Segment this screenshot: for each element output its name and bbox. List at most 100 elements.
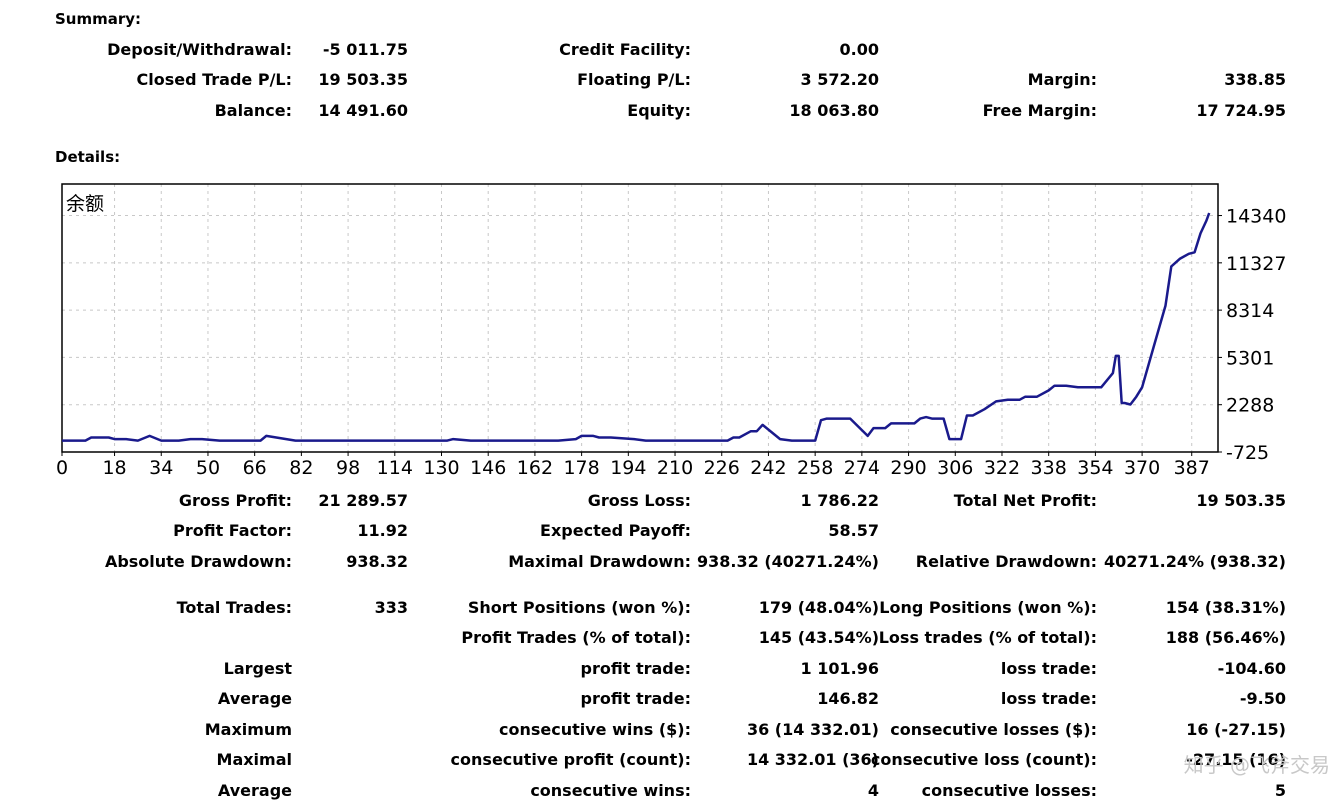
total-trades-value: 333: [374, 598, 408, 617]
deposit-label: Deposit/Withdrawal:: [107, 40, 292, 59]
credit-label: Credit Facility:: [559, 40, 691, 59]
average-profit-label: profit trade:: [580, 689, 691, 708]
average-loss-value: -9.50: [1239, 689, 1286, 708]
x-tick-label-24: 387: [1174, 457, 1210, 479]
y-tick-label-5: 14340: [1226, 206, 1286, 228]
profit-factor-value: 11.92: [357, 521, 408, 540]
closed-pl-value: 19 503.35: [318, 70, 408, 89]
x-tick-label-8: 130: [423, 457, 459, 479]
average-profit-value: 146.82: [817, 689, 879, 708]
summary-title: Summary:: [55, 10, 142, 28]
maximal-label: Maximal: [216, 750, 292, 769]
closed-pl-label: Closed Trade P/L:: [136, 70, 293, 89]
x-tick-label-18: 290: [890, 457, 926, 479]
profit-trades-label: Profit Trades (% of total):: [461, 628, 691, 647]
consecutive-profit-count-label: consecutive profit (count):: [450, 750, 691, 769]
average-consecutive-losses-label: consecutive losses:: [921, 781, 1097, 800]
x-tick-label-17: 274: [844, 457, 880, 479]
average-loss-label: loss trade:: [1000, 689, 1097, 708]
x-tick-label-5: 82: [289, 457, 313, 479]
balance-chart-svg: 余额 0 18 34 50 66 82 98 114 130 146 162 178 194 210 226 2…: [56, 183, 1286, 479]
gross-profit-label: Gross Profit:: [178, 491, 292, 510]
balance-chart: 余额 0 18 34 50 66 82 98 114 130 146 162 178 194 210 226 2…: [0, 178, 1344, 483]
total-net-profit-value: 19 503.35: [1196, 491, 1286, 510]
maximal-drawdown-value: 938.32 (40271.24%): [697, 552, 879, 571]
largest-label: Largest: [223, 659, 292, 678]
profit-trades-value: 145 (43.54%): [758, 628, 879, 647]
chart-frame: [61, 183, 1219, 453]
long-positions-value: 154 (38.31%): [1165, 598, 1286, 617]
deposit-value: -5 011.75: [322, 40, 408, 59]
watermark-text: 知乎 @飞斧交易: [1183, 753, 1330, 777]
y-tick-label-4: 11327: [1226, 253, 1286, 275]
x-tick-label-23: 370: [1124, 457, 1160, 479]
x-tick-label-0: 0: [56, 457, 68, 479]
short-positions-value: 179 (48.04%): [758, 598, 879, 617]
consecutive-losses-money-value: 16 (-27.15): [1186, 720, 1286, 739]
margin-value: 338.85: [1224, 70, 1286, 89]
profit-factor-label: Profit Factor:: [173, 521, 292, 540]
relative-drawdown-value: 40271.24% (938.32): [1104, 552, 1286, 571]
x-tick-label-12: 194: [610, 457, 646, 479]
consecutive-loss-count-value: -27.15 (16): [1186, 750, 1286, 769]
long-positions-label: Long Positions (won %):: [879, 598, 1097, 617]
x-tick-label-3: 50: [196, 457, 220, 479]
average-consecutive-wins-label: consecutive wins:: [530, 781, 691, 800]
consecutive-wins-money-label: consecutive wins ($):: [498, 720, 691, 739]
average-consecutive-wins-value: 4: [867, 781, 879, 800]
gross-loss-value: 1 786.22: [800, 491, 879, 510]
average-consecutive-label: Average: [217, 781, 292, 800]
balance-label: Balance:: [214, 101, 292, 120]
x-tick-label-1: 18: [102, 457, 126, 479]
consecutive-wins-money-value: 36 (14 332.01): [746, 720, 879, 739]
free-margin-value: 17 724.95: [1196, 101, 1286, 120]
x-tick-label-21: 338: [1031, 457, 1067, 479]
largest-loss-value: -104.60: [1217, 659, 1286, 678]
average-consecutive-losses-value: 5: [1274, 781, 1286, 800]
x-tick-label-7: 114: [377, 457, 413, 479]
x-tick-label-11: 178: [563, 457, 599, 479]
margin-label: Margin:: [1027, 70, 1097, 89]
chart-title: 余额: [66, 193, 104, 215]
x-tick-label-19: 306: [937, 457, 973, 479]
consecutive-profit-count-value: 14 332.01 (36): [746, 750, 879, 769]
y-tick-label-3: 8314: [1226, 300, 1274, 322]
maximal-drawdown-label: Maximal Drawdown:: [508, 552, 691, 571]
loss-trades-value: 188 (56.46%): [1165, 628, 1286, 647]
total-net-profit-label: Total Net Profit:: [953, 491, 1097, 510]
x-tick-label-6: 98: [336, 457, 360, 479]
credit-value: 0.00: [839, 40, 879, 59]
balance-series-line-0: [62, 212, 1211, 442]
y-tick-label-2: 5301: [1226, 347, 1274, 369]
expected-payoff-value: 58.57: [828, 521, 879, 540]
expected-payoff-label: Expected Payoff:: [540, 521, 691, 540]
relative-drawdown-label: Relative Drawdown:: [915, 552, 1097, 571]
absolute-drawdown-value: 938.32: [346, 552, 408, 571]
gross-profit-value: 21 289.57: [318, 491, 408, 510]
loss-trades-label: Loss trades (% of total):: [878, 628, 1097, 647]
consecutive-loss-count-label: consecutive loss (count):: [870, 750, 1097, 769]
total-trades-label: Total Trades:: [176, 598, 292, 617]
floating-pl-value: 3 572.20: [800, 70, 879, 89]
largest-loss-label: loss trade:: [1000, 659, 1097, 678]
details-title: Details:: [55, 148, 121, 166]
x-tick-label-20: 322: [984, 457, 1020, 479]
equity-value: 18 063.80: [789, 101, 879, 120]
floating-pl-label: Floating P/L:: [577, 70, 691, 89]
gross-loss-label: Gross Loss:: [587, 491, 691, 510]
x-tick-label-16: 258: [797, 457, 833, 479]
absolute-drawdown-label: Absolute Drawdown:: [104, 552, 292, 571]
x-tick-label-9: 146: [470, 457, 506, 479]
x-tick-label-15: 242: [750, 457, 786, 479]
x-tick-label-13: 210: [657, 457, 693, 479]
y-tick-label-0: -725: [1226, 442, 1269, 464]
consecutive-losses-money-label: consecutive losses ($):: [890, 720, 1097, 739]
short-positions-label: Short Positions (won %):: [467, 598, 691, 617]
equity-label: Equity:: [627, 101, 691, 120]
x-tick-label-14: 226: [704, 457, 740, 479]
maximum-label: Maximum: [204, 720, 292, 739]
balance-value: 14 491.60: [318, 101, 408, 120]
y-tick-label-1: 2288: [1226, 395, 1274, 417]
largest-profit-label: profit trade:: [580, 659, 691, 678]
x-tick-label-10: 162: [517, 457, 553, 479]
